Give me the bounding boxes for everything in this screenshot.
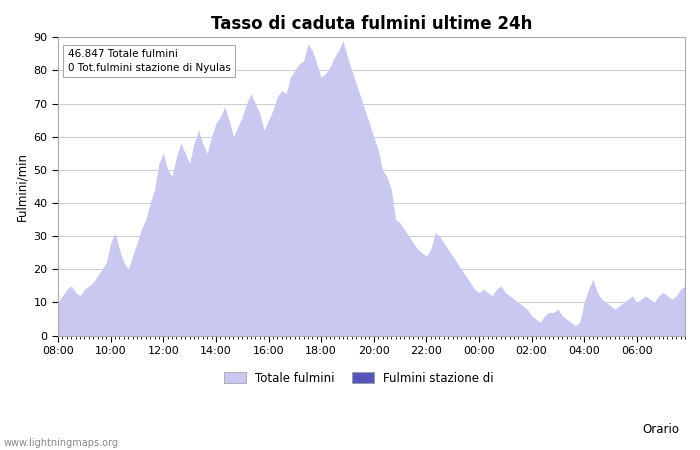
Text: www.lightningmaps.org: www.lightningmaps.org <box>4 438 118 448</box>
Title: Tasso di caduta fulmini ultime 24h: Tasso di caduta fulmini ultime 24h <box>211 15 532 33</box>
Y-axis label: Fulmini/min: Fulmini/min <box>15 152 28 221</box>
Text: 46.847 Totale fulmini
0 Tot.fulmini stazione di Nyulas: 46.847 Totale fulmini 0 Tot.fulmini staz… <box>67 49 230 73</box>
Legend: Totale fulmini, Fulmini stazione di: Totale fulmini, Fulmini stazione di <box>220 367 498 389</box>
Text: Orario: Orario <box>642 423 679 436</box>
